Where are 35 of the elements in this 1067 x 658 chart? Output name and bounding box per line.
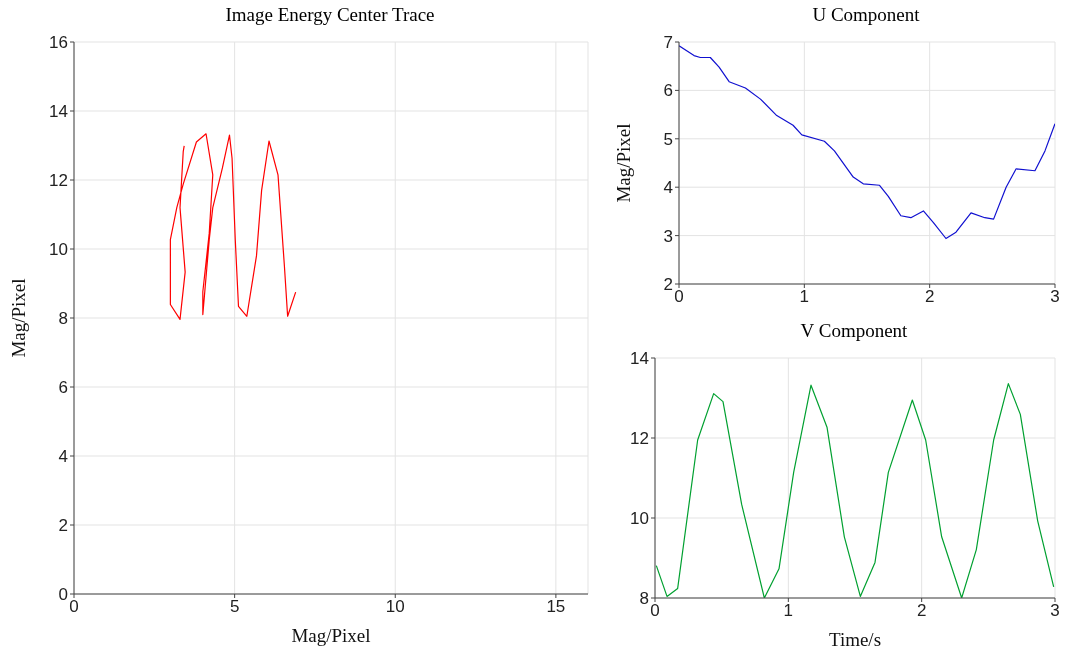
x-tick-label: 3 [1050,287,1060,307]
y-tick-label: 8 [58,309,68,329]
x-tick-label: 1 [783,601,794,621]
x-axis-title: Time/s [828,629,882,650]
y-tick-label: 10 [630,509,649,529]
chart-title: U Component [811,3,921,27]
y-tick-label: 2 [58,516,68,536]
x-tick-label: 2 [916,601,927,621]
y-axis-title: Mag/Pixel [612,123,634,203]
line-series [169,133,297,320]
x-tick-label: 1 [799,287,810,307]
y-tick-label: 6 [663,81,673,101]
chart-title: V Component [799,319,909,343]
x-tick-label: 10 [385,597,405,617]
y-tick-label: 12 [630,429,649,449]
x-tick-label: 2 [924,287,935,307]
y-tick-label: 14 [630,349,649,369]
y-tick-label: 5 [663,129,673,149]
y-tick-label: 8 [639,589,649,609]
y-tick-label: 16 [49,33,68,53]
y-axis-title: Mag/Pixel [7,278,29,358]
y-tick-label: 10 [49,240,68,260]
x-tick-label: 5 [229,597,240,617]
y-tick-label: 7 [663,33,673,53]
y-tick-label: 3 [663,226,673,246]
x-axis-title: Mag/Pixel [291,625,371,646]
x-tick-label: 3 [1050,601,1060,621]
y-tick-label: 4 [663,178,673,198]
chart-title: Image Energy Center Trace [224,3,436,27]
y-tick-label: 4 [58,447,68,467]
y-tick-label: 12 [49,171,68,191]
y-tick-label: 6 [58,378,68,398]
y-tick-label: 14 [49,102,68,122]
x-tick-label: 15 [546,597,566,617]
line-series [679,45,1055,240]
